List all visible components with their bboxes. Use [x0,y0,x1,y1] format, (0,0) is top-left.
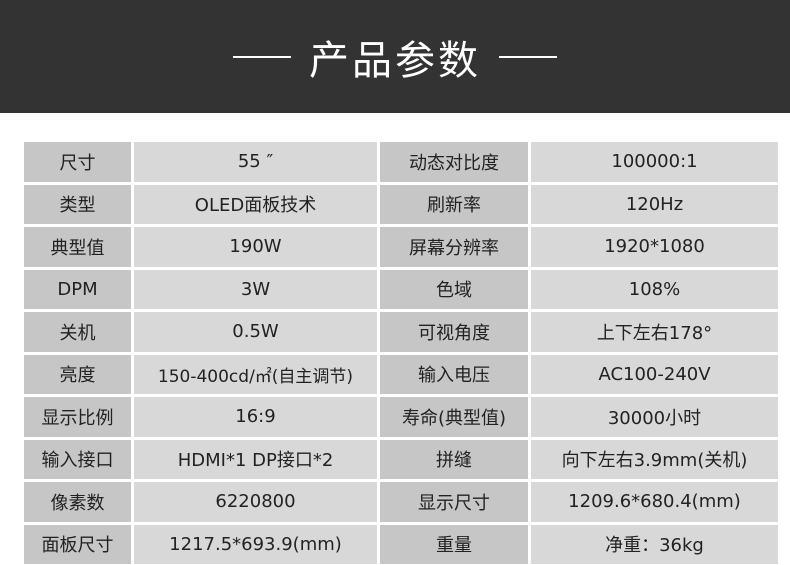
spec-value: 108% [531,269,778,309]
spec-value: 1209.6*680.4(mm) [531,482,778,522]
spec-label: 拼缝 [380,439,528,479]
spec-value: 55 ″ [134,142,377,182]
spec-label: 显示比例 [24,397,131,437]
spec-label: 显示尺寸 [380,482,528,522]
spec-label: 输入电压 [380,354,528,394]
spec-value: 100000:1 [531,142,778,182]
spec-label: 关机 [24,312,131,352]
spec-value: 向下左右3.9mm(关机) [531,439,778,479]
spec-value: 1217.5*693.9(mm) [134,524,377,564]
spec-value: 30000小时 [531,397,778,437]
spec-value: OLED面板技术 [134,184,377,224]
spec-value: 3W [134,269,377,309]
spec-value: 16:9 [134,397,377,437]
spec-label: 典型值 [24,227,131,267]
spec-label: 刷新率 [380,184,528,224]
spec-label: 重量 [380,524,528,564]
spec-label: 色域 [380,269,528,309]
spec-value: 6220800 [134,482,377,522]
spec-value: AC100-240V [531,354,778,394]
page-title: 产品参数 [309,37,481,84]
spec-value: 190W [134,227,377,267]
spec-value: 1920*1080 [531,227,778,267]
spec-label: 输入接口 [24,439,131,479]
spec-value: 0.5W [134,312,377,352]
spec-label: DPM [24,269,131,309]
spec-value: 净重：36kg [531,524,778,564]
spec-value: 上下左右178° [531,312,778,352]
spec-table: 尺寸 55 ″ 动态对比度 100000:1 类型 OLED面板技术 刷新率 120Hz 典型值… [24,142,778,564]
spec-label: 屏幕分辨率 [380,227,528,267]
header: 产品参数 [0,0,790,113]
spec-label: 亮度 [24,354,131,394]
spec-value: 120Hz [531,184,778,224]
spec-label: 寿命(典型值) [380,397,528,437]
spec-label: 可视角度 [380,312,528,352]
spec-label: 面板尺寸 [24,524,131,564]
spec-value: 150-400cd/㎡(自主调节) [134,354,377,394]
divider-right [499,55,557,58]
spec-label: 类型 [24,184,131,224]
spec-label: 像素数 [24,482,131,522]
spec-label: 动态对比度 [380,142,528,182]
spec-value: HDMI*1 DP接口*2 [134,439,377,479]
divider-left [233,55,291,58]
spec-label: 尺寸 [24,142,131,182]
